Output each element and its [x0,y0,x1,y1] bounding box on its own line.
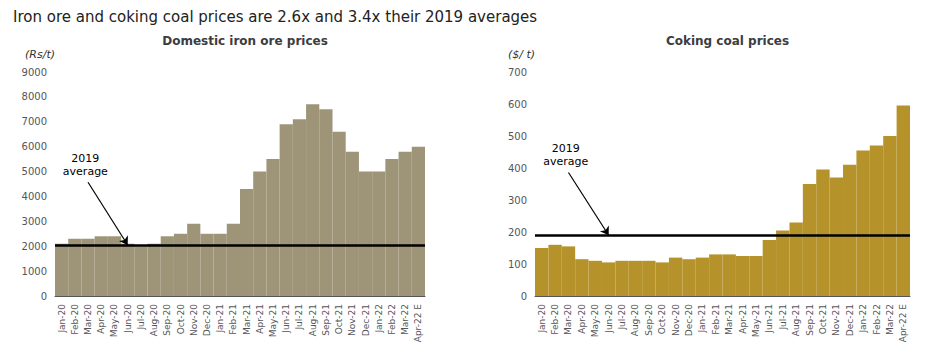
svg-text:Feb-21: Feb-21 [228,304,238,335]
svg-text:Apr-21: Apr-21 [738,304,748,334]
svg-text:average: average [63,165,108,178]
svg-text:2019: 2019 [552,142,580,155]
svg-text:Jan-21: Jan-21 [215,304,225,334]
svg-text:Feb-22: Feb-22 [387,304,397,335]
svg-text:Jun-21: Jun-21 [281,304,291,334]
svg-text:Aug-20: Aug-20 [149,304,159,337]
svg-text:Mar-20: Mar-20 [83,304,93,335]
svg-text:5000: 5000 [22,166,47,177]
svg-text:Apr-22 E: Apr-22 E [413,304,423,343]
svg-text:Sep-21: Sep-21 [805,304,815,336]
svg-text:3000: 3000 [22,216,47,227]
svg-text:Nov-20: Nov-20 [671,304,681,336]
svg-text:Jun-20: Jun-20 [123,304,133,334]
svg-text:7000: 7000 [22,116,47,127]
svg-text:Nov-21: Nov-21 [831,304,841,336]
svg-text:Jul-21: Jul-21 [294,304,304,331]
svg-text:Jul-21: Jul-21 [778,304,788,331]
svg-text:Jan-20: Jan-20 [57,304,67,334]
svg-text:Jun-21: Jun-21 [764,304,774,334]
svg-text:Apr-20: Apr-20 [577,304,587,334]
svg-text:0: 0 [41,291,47,302]
svg-text:May-20: May-20 [109,304,119,337]
svg-text:average: average [543,155,588,168]
svg-text:Jun-20: Jun-20 [604,304,614,334]
svg-text:Mar-21: Mar-21 [724,304,734,335]
svg-text:Dec-21: Dec-21 [361,304,371,336]
svg-text:Jul-20: Jul-20 [136,304,146,331]
svg-text:200: 200 [508,227,527,238]
svg-text:400: 400 [508,163,527,174]
svg-text:Iron ore and coking coal price: Iron ore and coking coal prices are 2.6x… [13,8,537,26]
svg-text:Mar-20: Mar-20 [563,304,573,335]
svg-text:Feb-20: Feb-20 [70,304,80,335]
svg-text:Coking coal prices: Coking coal prices [666,34,789,48]
svg-text:Jan-20: Jan-20 [537,304,547,334]
svg-text:Apr-22 E: Apr-22 E [898,304,908,343]
svg-text:Jan-22: Jan-22 [858,304,868,334]
svg-text:Sep-21: Sep-21 [321,304,331,336]
svg-text:(Rs/t): (Rs/t) [25,48,55,61]
svg-text:Domestic iron ore prices: Domestic iron ore prices [162,34,328,48]
svg-text:Dec-21: Dec-21 [845,304,855,336]
svg-text:Sep-20: Sep-20 [162,304,172,336]
svg-text:8000: 8000 [22,91,47,102]
svg-text:Mar-21: Mar-21 [242,304,252,335]
svg-text:Nov-20: Nov-20 [189,304,199,336]
svg-text:1000: 1000 [22,266,47,277]
svg-text:Mar-22: Mar-22 [400,304,410,335]
svg-text:Nov-21: Nov-21 [347,304,357,336]
svg-text:Feb-21: Feb-21 [711,304,721,335]
svg-text:Sep-20: Sep-20 [644,304,654,336]
svg-text:May-21: May-21 [751,304,761,337]
svg-text:2000: 2000 [22,241,47,252]
svg-text:600: 600 [508,99,527,110]
svg-text:Jan-22: Jan-22 [374,304,384,334]
svg-text:Jul-20: Jul-20 [617,304,627,331]
svg-text:700: 700 [508,67,527,78]
svg-text:Oct-21: Oct-21 [334,304,344,334]
svg-text:May-20: May-20 [590,304,600,337]
svg-text:Aug-21: Aug-21 [308,304,318,336]
svg-text:300: 300 [508,195,527,206]
svg-text:9000: 9000 [22,67,47,78]
svg-text:($/ t): ($/ t) [508,48,535,61]
svg-text:Jan-21: Jan-21 [697,304,707,334]
svg-text:Feb-22: Feb-22 [872,304,882,335]
svg-text:Mar-22: Mar-22 [885,304,895,335]
svg-text:0: 0 [521,291,527,302]
svg-text:2019: 2019 [71,152,99,165]
svg-text:Aug-20: Aug-20 [630,304,640,337]
svg-text:4000: 4000 [22,191,47,202]
svg-text:100: 100 [508,259,527,270]
svg-text:Dec-20: Dec-20 [684,304,694,336]
svg-text:6000: 6000 [22,141,47,152]
svg-text:Apr-20: Apr-20 [96,304,106,334]
svg-text:Oct-20: Oct-20 [657,304,667,335]
svg-text:Aug-21: Aug-21 [791,304,801,336]
svg-text:500: 500 [508,131,527,142]
svg-text:Dec-20: Dec-20 [202,304,212,336]
svg-text:May-21: May-21 [268,304,278,337]
svg-text:Apr-21: Apr-21 [255,304,265,334]
svg-text:Oct-21: Oct-21 [818,304,828,334]
svg-text:Oct-20: Oct-20 [176,304,186,335]
svg-text:Feb-20: Feb-20 [550,304,560,335]
